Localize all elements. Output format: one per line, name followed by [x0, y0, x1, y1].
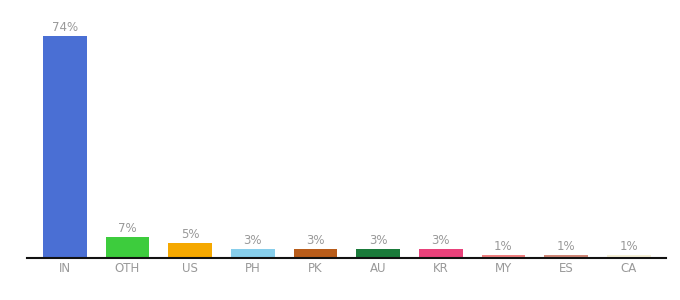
- Bar: [105, 237, 150, 258]
- Bar: [43, 36, 87, 258]
- Text: 3%: 3%: [243, 234, 262, 247]
- Bar: [168, 243, 212, 258]
- Text: 3%: 3%: [306, 234, 325, 247]
- Bar: [294, 249, 337, 258]
- Text: 74%: 74%: [52, 21, 78, 34]
- Bar: [481, 255, 526, 258]
- Text: 3%: 3%: [369, 234, 388, 247]
- Text: 3%: 3%: [432, 234, 450, 247]
- Text: 1%: 1%: [557, 240, 575, 253]
- Text: 1%: 1%: [494, 240, 513, 253]
- Text: 5%: 5%: [181, 228, 199, 241]
- Bar: [607, 255, 651, 258]
- Text: 7%: 7%: [118, 222, 137, 235]
- Bar: [356, 249, 400, 258]
- Text: 1%: 1%: [619, 240, 638, 253]
- Bar: [419, 249, 462, 258]
- Bar: [544, 255, 588, 258]
- Bar: [231, 249, 275, 258]
